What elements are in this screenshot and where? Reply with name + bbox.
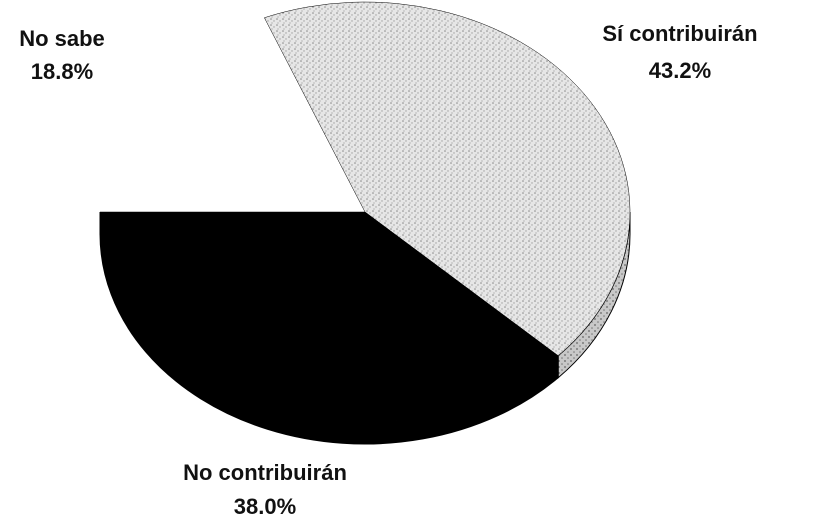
slice-value-label: 18.8% (31, 59, 93, 84)
slice (100, 17, 365, 212)
slice-label: No contribuirán (183, 460, 347, 485)
slice-label: Sí contribuirán (602, 21, 757, 46)
slice (99, 211, 559, 423)
slice-label: No sabe (19, 26, 105, 51)
slice-value-label: 43.2% (649, 58, 711, 83)
slice (264, 1, 631, 357)
slice-value-label: 38.0% (234, 494, 296, 519)
